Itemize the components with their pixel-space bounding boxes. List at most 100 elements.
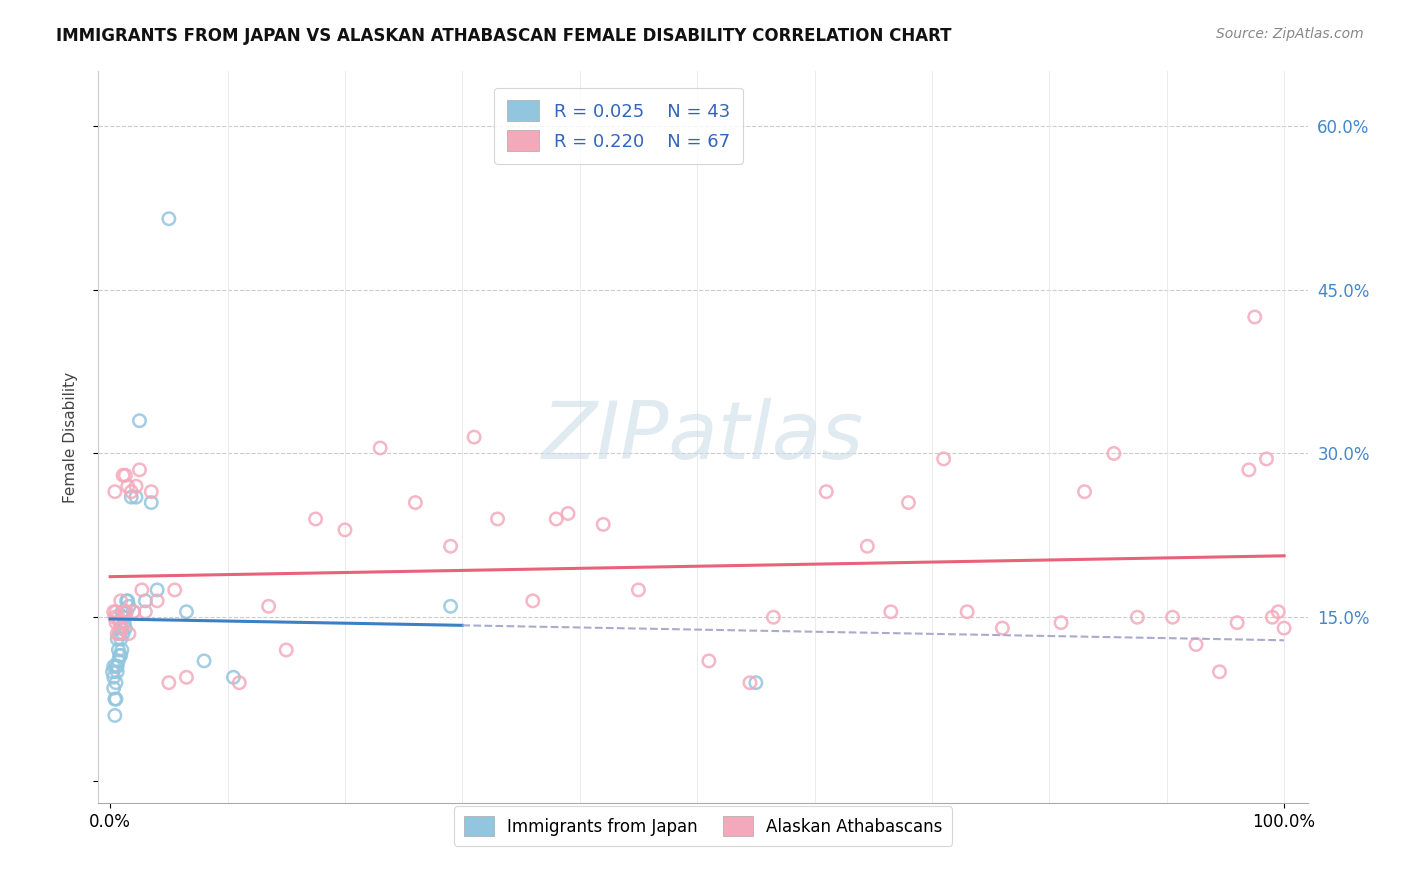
- Point: [114, 621, 136, 635]
- Point: [134, 594, 156, 608]
- Point: [104, 484, 127, 499]
- Point: [880, 605, 903, 619]
- Point: [118, 626, 141, 640]
- Point: [257, 599, 280, 614]
- Text: ZIPatlas: ZIPatlas: [541, 398, 865, 476]
- Point: [105, 659, 128, 673]
- Point: [1243, 310, 1265, 324]
- Point: [115, 594, 138, 608]
- Point: [108, 648, 131, 663]
- Point: [115, 605, 138, 619]
- Point: [105, 626, 128, 640]
- Point: [104, 708, 127, 723]
- Point: [101, 665, 124, 679]
- Point: [112, 605, 135, 619]
- Point: [117, 479, 139, 493]
- Point: [105, 605, 128, 619]
- Point: [146, 582, 169, 597]
- Point: [157, 211, 180, 226]
- Point: [141, 495, 163, 509]
- Point: [120, 490, 142, 504]
- Point: [1050, 615, 1073, 630]
- Point: [1226, 615, 1249, 630]
- Point: [745, 675, 768, 690]
- Point: [1185, 638, 1208, 652]
- Point: [176, 670, 198, 684]
- Point: [105, 615, 128, 630]
- Point: [762, 610, 785, 624]
- Point: [404, 495, 426, 509]
- Point: [439, 599, 461, 614]
- Point: [108, 626, 131, 640]
- Point: [110, 621, 132, 635]
- Point: [111, 621, 134, 635]
- Point: [956, 605, 979, 619]
- Point: [108, 626, 131, 640]
- Point: [193, 654, 215, 668]
- Point: [122, 605, 145, 619]
- Point: [222, 670, 245, 684]
- Point: [103, 605, 125, 619]
- Point: [118, 599, 141, 614]
- Point: [104, 692, 127, 706]
- Point: [1256, 451, 1278, 466]
- Point: [1073, 484, 1095, 499]
- Point: [627, 582, 650, 597]
- Legend: Immigrants from Japan, Alaskan Athabascans: Immigrants from Japan, Alaskan Athabasca…: [454, 806, 952, 846]
- Point: [1126, 610, 1149, 624]
- Point: [276, 643, 298, 657]
- Point: [134, 605, 156, 619]
- Point: [125, 479, 148, 493]
- Y-axis label: Female Disability: Female Disability: [63, 371, 77, 503]
- Point: [131, 582, 153, 597]
- Point: [105, 692, 128, 706]
- Point: [557, 507, 579, 521]
- Point: [738, 675, 761, 690]
- Point: [105, 665, 128, 679]
- Point: [368, 441, 391, 455]
- Point: [333, 523, 356, 537]
- Point: [107, 654, 129, 668]
- Point: [176, 605, 198, 619]
- Point: [112, 605, 135, 619]
- Point: [546, 512, 568, 526]
- Point: [103, 681, 125, 695]
- Point: [110, 632, 132, 646]
- Point: [103, 659, 125, 673]
- Point: [110, 648, 132, 663]
- Point: [522, 594, 544, 608]
- Point: [120, 484, 142, 499]
- Point: [815, 484, 838, 499]
- Point: [141, 484, 163, 499]
- Point: [122, 605, 145, 619]
- Point: [107, 643, 129, 657]
- Point: [112, 615, 135, 630]
- Point: [110, 594, 132, 608]
- Point: [114, 605, 136, 619]
- Point: [111, 605, 134, 619]
- Point: [105, 632, 128, 646]
- Point: [112, 626, 135, 640]
- Point: [157, 675, 180, 690]
- Point: [112, 468, 135, 483]
- Point: [163, 582, 186, 597]
- Point: [932, 451, 955, 466]
- Point: [111, 643, 134, 657]
- Point: [103, 670, 125, 684]
- Point: [108, 615, 131, 630]
- Text: IMMIGRANTS FROM JAPAN VS ALASKAN ATHABASCAN FEMALE DISABILITY CORRELATION CHART: IMMIGRANTS FROM JAPAN VS ALASKAN ATHABAS…: [56, 27, 952, 45]
- Point: [104, 610, 127, 624]
- Point: [1102, 446, 1125, 460]
- Point: [1161, 610, 1184, 624]
- Point: [114, 468, 136, 483]
- Point: [856, 539, 879, 553]
- Point: [128, 463, 150, 477]
- Point: [439, 539, 461, 553]
- Point: [1237, 463, 1260, 477]
- Point: [117, 594, 139, 608]
- Point: [486, 512, 509, 526]
- Point: [592, 517, 614, 532]
- Point: [105, 675, 128, 690]
- Point: [1208, 665, 1230, 679]
- Point: [228, 675, 250, 690]
